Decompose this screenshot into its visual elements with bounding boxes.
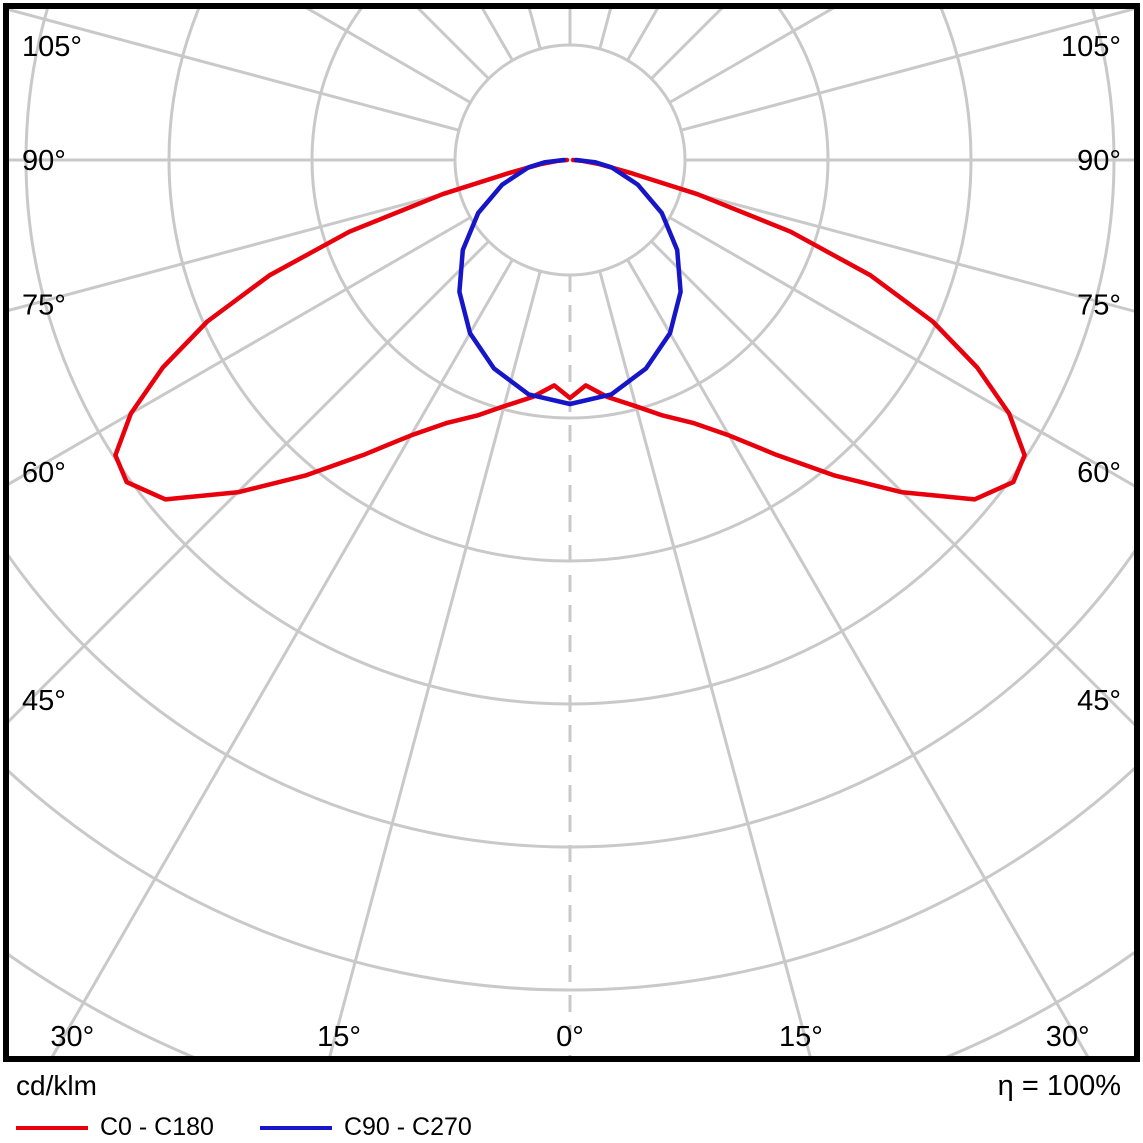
series-label-c0-c180: C0 - C180 (100, 1113, 214, 1141)
svg-text:75°: 75° (1077, 290, 1121, 322)
series-swatch-c0-c180 (16, 1125, 88, 1130)
series-label-c90-c270: C90 - C270 (343, 1113, 472, 1141)
angle-tick-labels: 105° 105° 90° 90° 75° 75° 60° 60° 45° 45° 30° 30° 15… (22, 31, 1121, 1053)
chart-frame (3, 3, 1140, 1062)
svg-text:15°: 15° (317, 1021, 361, 1053)
svg-text:30°: 30° (50, 1021, 94, 1053)
svg-text:75°: 75° (22, 290, 66, 322)
svg-text:105°: 105° (22, 31, 82, 63)
svg-text:45°: 45° (22, 685, 66, 717)
svg-text:15°: 15° (779, 1021, 823, 1053)
svg-text:90°: 90° (22, 145, 66, 177)
svg-text:30°: 30° (1046, 1021, 1090, 1053)
series-swatch-c90-c270 (259, 1125, 332, 1130)
curve-c90-c270 (457, 157, 683, 407)
svg-text:0°: 0° (556, 1021, 584, 1053)
legend-item-c90-c270: C90 - C270 (259, 1113, 472, 1142)
svg-text:45°: 45° (1077, 685, 1121, 717)
svg-text:60°: 60° (1077, 457, 1121, 489)
legend-items-row: C0 - C180 C90 - C270 (0, 1103, 1143, 1142)
legend: cd/klm η = 100% C0 - C180 C90 - C270 (0, 1062, 1143, 1142)
legend-top-row: cd/klm η = 100% (0, 1062, 1143, 1103)
curve-c0-c180 (113, 157, 1027, 502)
svg-text:90°: 90° (1077, 145, 1121, 177)
legend-item-c0-c180: C0 - C180 (16, 1113, 214, 1142)
polar-photometric-chart: 105° 105° 90° 90° 75° 75° 60° 60° 45° 45° 30° 30° 15… (3, 3, 1140, 1062)
efficiency-label: η = 100% (997, 1070, 1121, 1102)
svg-text:60°: 60° (22, 457, 66, 489)
units-label: cd/klm (16, 1070, 97, 1101)
svg-text:105°: 105° (1061, 31, 1121, 63)
polar-grid (9, 9, 1134, 1056)
